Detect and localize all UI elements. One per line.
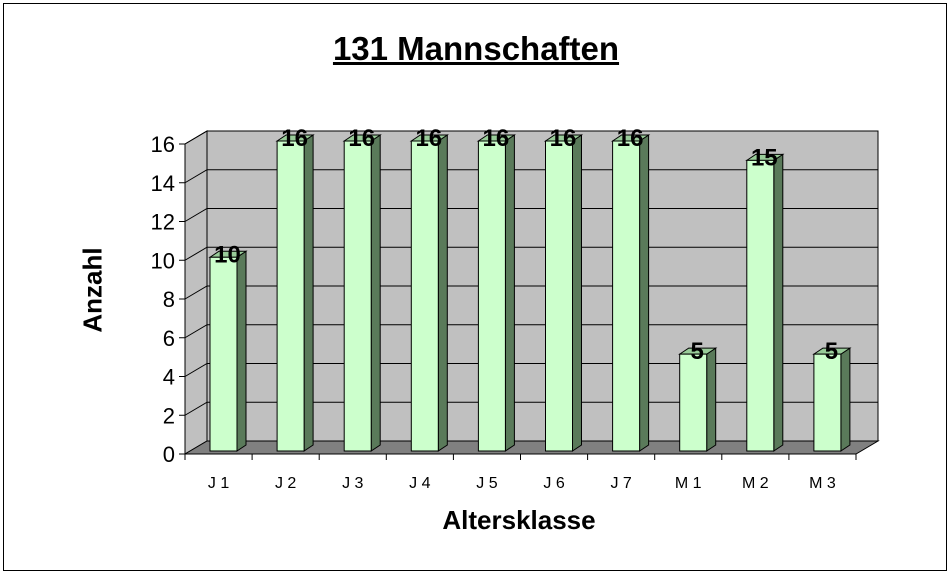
bar-side bbox=[504, 134, 515, 452]
data-label: 16 bbox=[550, 125, 577, 152]
y-tick-label: 10 bbox=[151, 248, 175, 273]
x-tick-label: J 7 bbox=[610, 475, 631, 492]
bar bbox=[612, 140, 641, 452]
x-tick-label: J 3 bbox=[342, 475, 363, 492]
x-tick-label: M 2 bbox=[742, 475, 769, 492]
data-label: 15 bbox=[751, 144, 778, 171]
x-tick-label: M 3 bbox=[809, 475, 836, 492]
y-tick-label: 2 bbox=[163, 403, 175, 428]
bar-side bbox=[706, 347, 717, 452]
data-label: 5 bbox=[825, 338, 838, 365]
bar-side bbox=[572, 134, 582, 452]
bar bbox=[477, 140, 506, 452]
gridline bbox=[184, 363, 878, 377]
x-tick-label: J 6 bbox=[543, 475, 564, 492]
gridline bbox=[184, 324, 878, 339]
bar-side bbox=[639, 134, 650, 452]
bar-side bbox=[236, 250, 247, 452]
data-label: 16 bbox=[483, 125, 510, 152]
bar-side bbox=[773, 153, 784, 452]
y-tick-label: 12 bbox=[151, 210, 175, 235]
data-label: 16 bbox=[415, 125, 442, 152]
y-tick-label: 8 bbox=[163, 287, 175, 312]
x-tick-label: J 4 bbox=[409, 475, 430, 492]
bar-side bbox=[437, 134, 448, 452]
y-tick-label: 4 bbox=[163, 365, 175, 390]
gridline bbox=[184, 169, 878, 184]
data-label: 16 bbox=[281, 125, 308, 152]
bar bbox=[276, 140, 305, 452]
x-tick-label: M 1 bbox=[675, 475, 702, 492]
gridline bbox=[184, 246, 878, 261]
x-axis-title: Altersklasse bbox=[442, 505, 596, 535]
x-tick-label: J 2 bbox=[275, 475, 296, 492]
y-tick-label: 0 bbox=[163, 442, 175, 467]
y-tick-label: 6 bbox=[163, 326, 175, 351]
x-tick-label: J 1 bbox=[208, 475, 229, 492]
gridline bbox=[184, 208, 878, 222]
bar bbox=[410, 140, 439, 452]
gridline bbox=[184, 401, 878, 416]
bar bbox=[545, 140, 573, 452]
data-label: 16 bbox=[348, 125, 375, 152]
bar bbox=[343, 140, 372, 452]
bar bbox=[813, 353, 842, 452]
x-tick-label: J 5 bbox=[476, 475, 497, 492]
bar bbox=[209, 256, 238, 452]
bar-side bbox=[370, 134, 381, 452]
y-tick-label: 16 bbox=[151, 132, 175, 157]
gridline bbox=[184, 285, 878, 300]
gridline bbox=[184, 130, 878, 145]
bar-side bbox=[303, 134, 314, 452]
bar bbox=[679, 353, 708, 452]
data-label: 16 bbox=[617, 125, 644, 152]
bar bbox=[746, 159, 775, 452]
chart-title: 131 Mannschaften bbox=[332, 30, 620, 67]
y-tick-label: 14 bbox=[151, 171, 175, 196]
bar-side bbox=[840, 347, 851, 452]
data-label: 10 bbox=[214, 241, 241, 268]
data-label: 5 bbox=[691, 338, 704, 365]
